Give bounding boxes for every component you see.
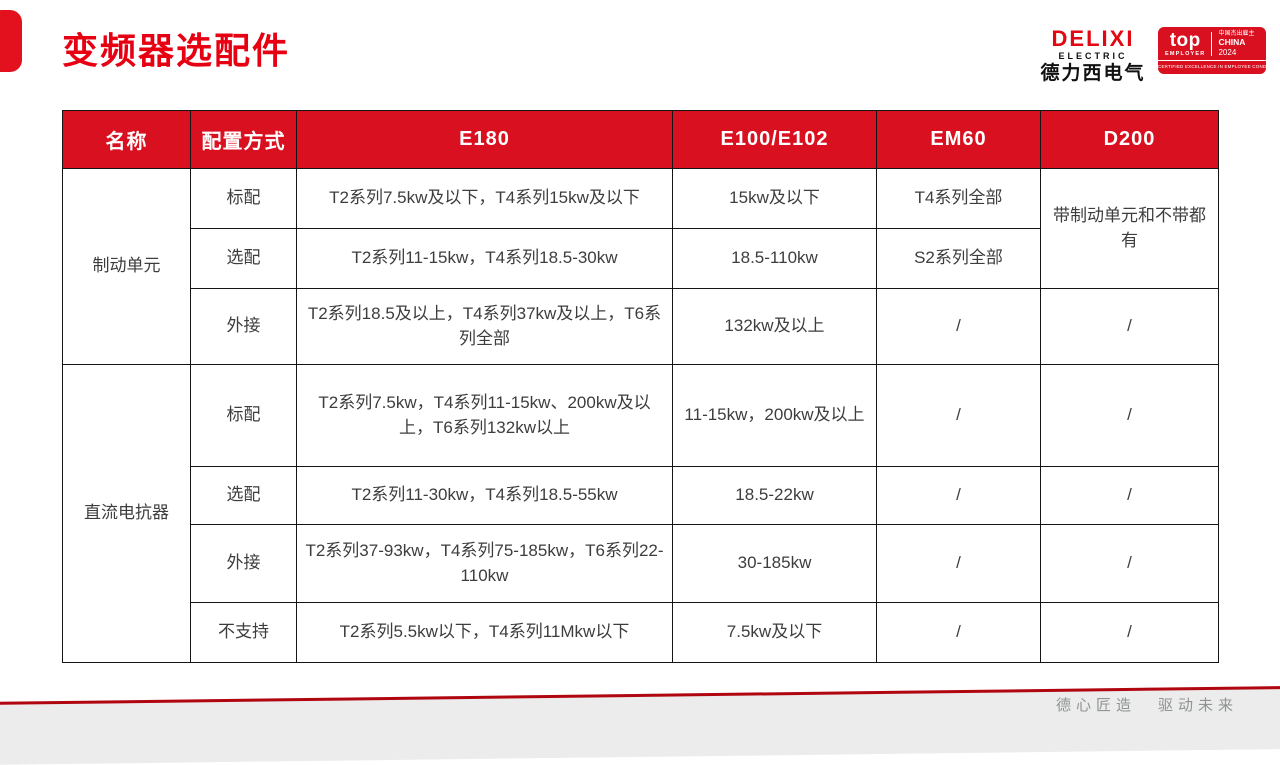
value-cell-e180: T2系列11-30kw，T4系列18.5-55kw — [296, 466, 673, 525]
footer-slogan: 德心匠造 驱动未来 — [1056, 694, 1238, 715]
badge-left: top EMPLOYER — [1165, 31, 1205, 57]
footer-slogan-right: 驱动未来 — [1157, 697, 1238, 714]
table-row: 制动单元 标配 T2系列7.5kw及以下，T4系列15kw及以下 15kw及以下… — [62, 168, 1219, 365]
badge-cn-title: 中国杰出雇主 — [1218, 31, 1255, 38]
table-row: 选配 T2系列11-30kw，T4系列18.5-55kw 18.5-22kw /… — [63, 466, 1219, 525]
badge-tagline: CERTIFIED EXCELLENCE IN EMPLOYEE CONDITI… — [1158, 60, 1266, 73]
value-cell-em60: / — [876, 524, 1041, 603]
delixi-logo: DELIXI ELECTRIC 德力西电气 — [1036, 26, 1150, 85]
value-cell-e180: T2系列11-15kw，T4系列18.5-30kw — [296, 228, 673, 289]
top-employer-badge: top EMPLOYER 中国杰出雇主 CHINA 2024 CERTIFIED… — [1158, 27, 1266, 74]
header-cell-em60: EM60 — [876, 110, 1041, 169]
title-accent-bar — [0, 10, 22, 72]
value-cell-e180: T2系列5.5kw以下，T4系列11Mkw以下 — [296, 602, 673, 663]
mode-cell: 不支持 — [190, 602, 297, 663]
value-cell-e100: 18.5-22kw — [672, 466, 877, 525]
value-cell-e100: 18.5-110kw — [672, 228, 877, 289]
value-cell-e100: 11-15kw，200kw及以上 — [672, 364, 877, 467]
header-cell-name: 名称 — [62, 110, 191, 169]
badge-top-wordmark: top — [1169, 30, 1201, 51]
table-row: 外接 T2系列18.5及以上，T4系列37kw及以上，T6系列全部 132kw及… — [63, 288, 1219, 365]
badge-employer-label: EMPLOYER — [1165, 51, 1206, 57]
table-row: 选配 T2系列11-15kw，T4系列18.5-30kw 18.5-110kw … — [63, 228, 1219, 289]
mode-cell: 选配 — [190, 228, 297, 289]
table-header-row: 名称 配置方式 E180 E100/E102 EM60 D200 — [62, 110, 1219, 169]
value-cell-d200: / — [1040, 364, 1219, 467]
name-cell-brake-unit: 制动单元 — [62, 168, 191, 365]
value-cell-e100: 7.5kw及以下 — [672, 602, 877, 663]
value-cell-e180: T2系列7.5kw及以下，T4系列15kw及以下 — [296, 168, 673, 229]
value-cell-em60: T4系列全部 — [876, 168, 1041, 229]
mode-cell: 外接 — [190, 288, 297, 365]
badge-country-label: CHINA — [1218, 36, 1246, 47]
mode-cell: 标配 — [190, 168, 297, 229]
value-cell-d200: / — [1040, 288, 1219, 365]
badge-right: 中国杰出雇主 CHINA 2024 — [1218, 31, 1254, 57]
header-cell-e100: E100/E102 — [672, 110, 877, 169]
badge-divider — [1211, 32, 1213, 56]
value-cell-em60: S2系列全部 — [876, 228, 1041, 289]
value-cell-em60: / — [876, 602, 1041, 663]
delixi-wordmark: DELIXI — [1051, 26, 1135, 51]
badge-main: top EMPLOYER 中国杰出雇主 CHINA 2024 — [1158, 27, 1266, 60]
value-cell-em60: / — [876, 364, 1041, 467]
delixi-electric-label: ELECTRIC — [1058, 51, 1128, 62]
value-cell-e100: 30-185kw — [672, 524, 877, 603]
header-cell-d200: D200 — [1040, 110, 1219, 169]
mode-cell: 外接 — [190, 524, 297, 603]
value-cell-e180: T2系列37-93kw，T4系列75-185kw，T6系列22-110kw — [296, 524, 673, 603]
value-cell-em60: / — [876, 288, 1041, 365]
value-cell-e100: 132kw及以上 — [672, 288, 877, 365]
table-row: 不支持 T2系列5.5kw以下，T4系列11Mkw以下 7.5kw及以下 / / — [63, 602, 1219, 663]
table-row: 直流电抗器 标配 T2系列7.5kw，T4系列11-15kw、200kw及以上，… — [62, 364, 1219, 663]
name-cell-dc-reactor: 直流电抗器 — [62, 364, 191, 663]
value-cell-d200: 带制动单元和不带都有 — [1040, 168, 1219, 289]
header-cell-mode: 配置方式 — [190, 110, 297, 169]
page-title: 变频器选配件 — [62, 30, 291, 71]
mode-cell: 选配 — [190, 466, 297, 525]
delixi-chinese-name: 德力西电气 — [1040, 63, 1146, 85]
value-cell-e180: T2系列18.5及以上，T4系列37kw及以上，T6系列全部 — [296, 288, 673, 365]
accessories-table: 名称 配置方式 E180 E100/E102 EM60 D200 制动单元 标配… — [62, 110, 1219, 663]
badge-year-label: 2024 — [1218, 47, 1237, 57]
value-cell-e180: T2系列7.5kw，T4系列11-15kw、200kw及以上，T6系列132kw… — [296, 364, 673, 467]
value-cell-d200: / — [1040, 602, 1219, 663]
value-cell-em60: / — [876, 466, 1041, 525]
value-cell-d200: / — [1040, 466, 1219, 525]
header-cell-e180: E180 — [296, 110, 673, 169]
mode-cell: 标配 — [190, 364, 297, 467]
table-row: 外接 T2系列37-93kw，T4系列75-185kw，T6系列22-110kw… — [63, 524, 1219, 603]
value-cell-d200: / — [1040, 524, 1219, 603]
footer-slogan-left: 德心匠造 — [1055, 697, 1136, 714]
value-cell-e100: 15kw及以下 — [672, 168, 877, 229]
